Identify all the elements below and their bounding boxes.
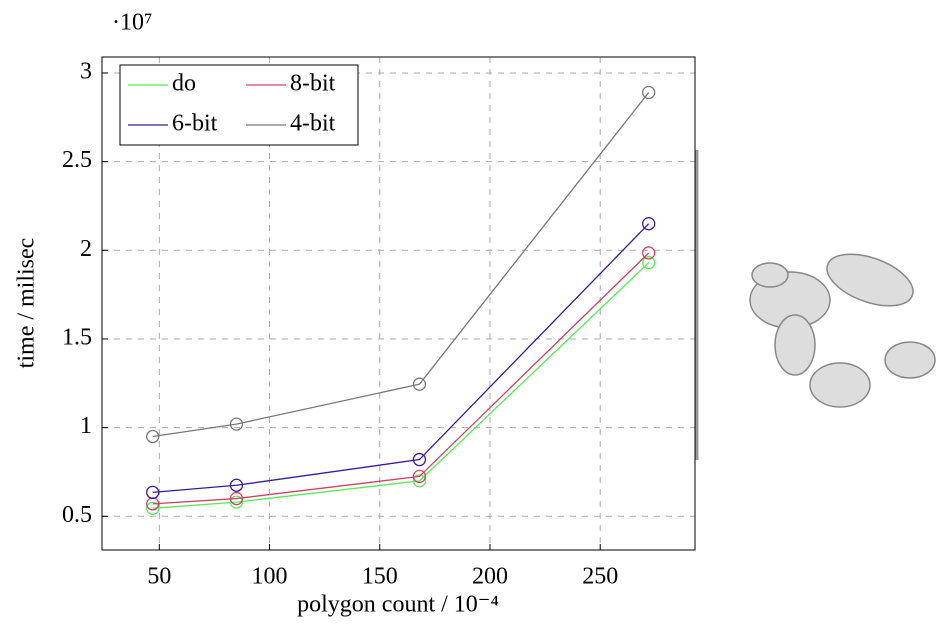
point-marker [412, 452, 427, 467]
robot-image [749, 253, 936, 408]
point-marker [146, 501, 160, 515]
series-line [152, 223, 650, 494]
plot-frame [101, 56, 696, 551]
x-tick-label: 200 [472, 564, 508, 590]
point-marker [146, 485, 160, 500]
y-tick-label: 2.5 [62, 147, 92, 173]
x-tick-label: 50 [147, 564, 171, 590]
multiplier: ·10⁷ [112, 10, 152, 36]
point-marker [412, 469, 427, 484]
legend-label: 4-bit [290, 111, 336, 137]
point-marker [146, 429, 160, 444]
x-tick-label: 150 [362, 564, 398, 590]
series-line [152, 252, 650, 505]
x-tick-label: 100 [252, 564, 288, 590]
legend-box [119, 64, 359, 146]
legend-label: do [172, 71, 196, 97]
point-marker [229, 491, 244, 506]
y-tick-label: 1 [80, 413, 92, 439]
legend-label: 6-bit [172, 111, 218, 137]
point-marker [412, 377, 427, 391]
series-line [152, 262, 650, 509]
x-axis-label: polygon count / 10⁻⁴ [297, 592, 499, 618]
series-line [152, 92, 650, 438]
y-tick-label: 2 [80, 236, 92, 262]
point-marker [642, 256, 656, 270]
point-marker [642, 246, 656, 260]
legend-label: 8-bit [290, 71, 336, 97]
point-marker [642, 217, 656, 231]
point-marker [642, 85, 656, 100]
y-tick-label: 0.5 [62, 502, 92, 528]
y-axis-label: time / milisec [14, 238, 40, 369]
x-tick-label: 250 [582, 564, 618, 590]
y-tick-label: 3 [80, 58, 92, 84]
y-tick-label: 1.5 [62, 324, 92, 350]
point-marker [229, 495, 244, 509]
point-marker [229, 417, 244, 431]
point-marker [412, 474, 427, 488]
point-marker [229, 478, 244, 492]
